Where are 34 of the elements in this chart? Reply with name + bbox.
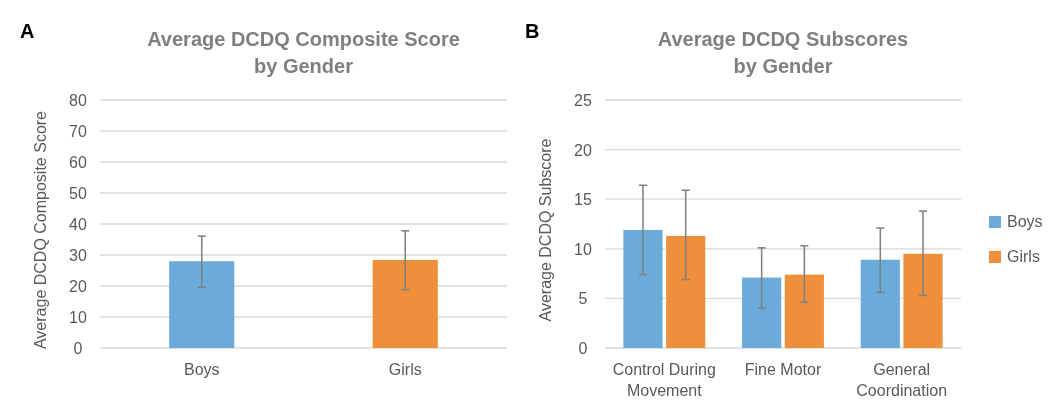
y-tick-label: 0 [73, 340, 83, 357]
chart-title: Average DCDQ Subscores by Gender [657, 28, 909, 77]
y-axis-title: Average DCDQ Subscore [537, 138, 554, 322]
y-tick-label: 15 [574, 191, 592, 209]
legend-label: Girls [1007, 248, 1040, 265]
x-tick-label: Control During Movement [612, 361, 716, 399]
x-tick-label: Girls [388, 361, 422, 378]
y-tick-label: 80 [69, 92, 87, 109]
y-tick-label: 60 [69, 154, 87, 171]
y-tick-label: 10 [574, 240, 592, 258]
bar [666, 235, 706, 348]
y-tick-label: 10 [69, 309, 87, 326]
bar [860, 259, 900, 348]
chart-title: Average DCDQ Composite Score by Gender [147, 28, 460, 77]
y-tick-label: 0 [578, 340, 588, 357]
y-tick-label: 20 [69, 278, 87, 295]
x-tick-label: General Coordination [856, 361, 948, 399]
bar [903, 253, 943, 348]
y-tick-label: 25 [574, 92, 592, 109]
y-axis-title: Average DCDQ Composite Score [32, 110, 49, 350]
y-tick-label: 5 [578, 290, 588, 308]
y-tick-label: 30 [69, 247, 87, 264]
y-tick-label: 20 [574, 141, 592, 159]
x-tick-label: Fine Motor [744, 361, 822, 378]
y-tick-label: 50 [69, 185, 87, 202]
bar [784, 274, 824, 348]
x-tick-label: Boys [183, 361, 220, 378]
text: A [20, 20, 35, 42]
bar [742, 277, 782, 348]
legend-label: Boys [1007, 213, 1043, 230]
y-tick-label: 40 [69, 216, 87, 233]
y-tick-label: 70 [69, 123, 87, 140]
text: B [525, 20, 540, 42]
bar [623, 229, 663, 348]
